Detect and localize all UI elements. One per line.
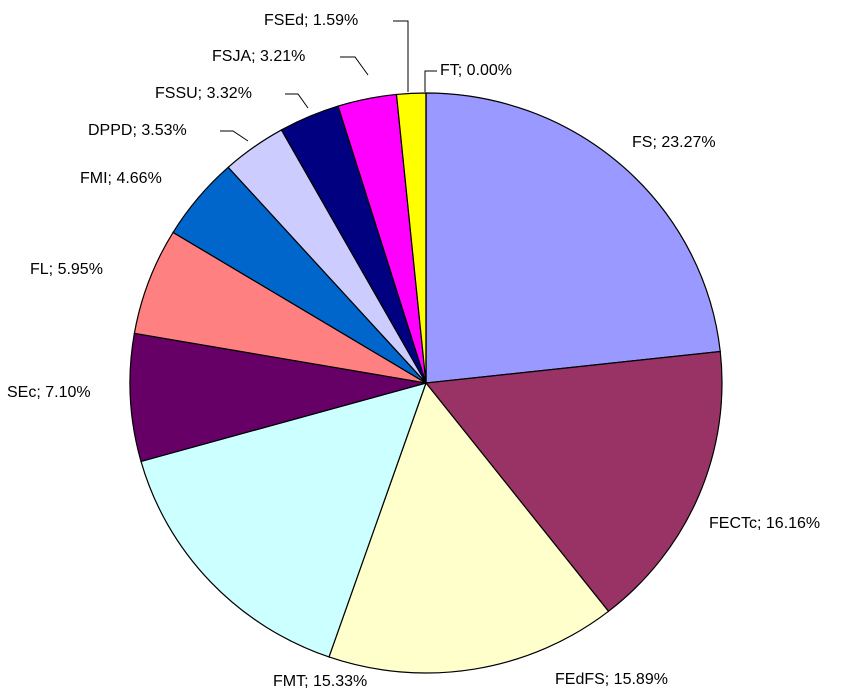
data-label: FSJA; 3.21% — [212, 48, 305, 65]
data-label: FECTc; 16.16% — [709, 515, 820, 532]
pie-slice — [425, 92, 721, 384]
leader-line — [424, 70, 437, 92]
data-label: DPPD; 3.53% — [88, 122, 187, 139]
leader-line — [220, 130, 249, 142]
data-label: FSSU; 3.32% — [155, 85, 252, 102]
data-label: FEdFS; 15.89% — [555, 671, 668, 688]
data-label: FMI; 4.66% — [80, 170, 162, 187]
pie-slice — [129, 332, 427, 463]
leader-line — [285, 93, 309, 109]
data-label: FS; 23.27% — [632, 134, 716, 151]
pie-slice — [140, 382, 427, 658]
pie-slice — [424, 350, 723, 613]
data-label: SEc; 7.10% — [7, 384, 91, 401]
data-label: FT; 0.00% — [440, 62, 512, 79]
data-label: FMT; 15.33% — [273, 673, 367, 690]
leader-line — [340, 56, 369, 76]
pie-slice — [328, 381, 610, 674]
data-label: FL; 5.95% — [30, 261, 103, 278]
data-label: FSEd; 1.59% — [264, 12, 358, 29]
leader-line — [393, 20, 409, 92]
